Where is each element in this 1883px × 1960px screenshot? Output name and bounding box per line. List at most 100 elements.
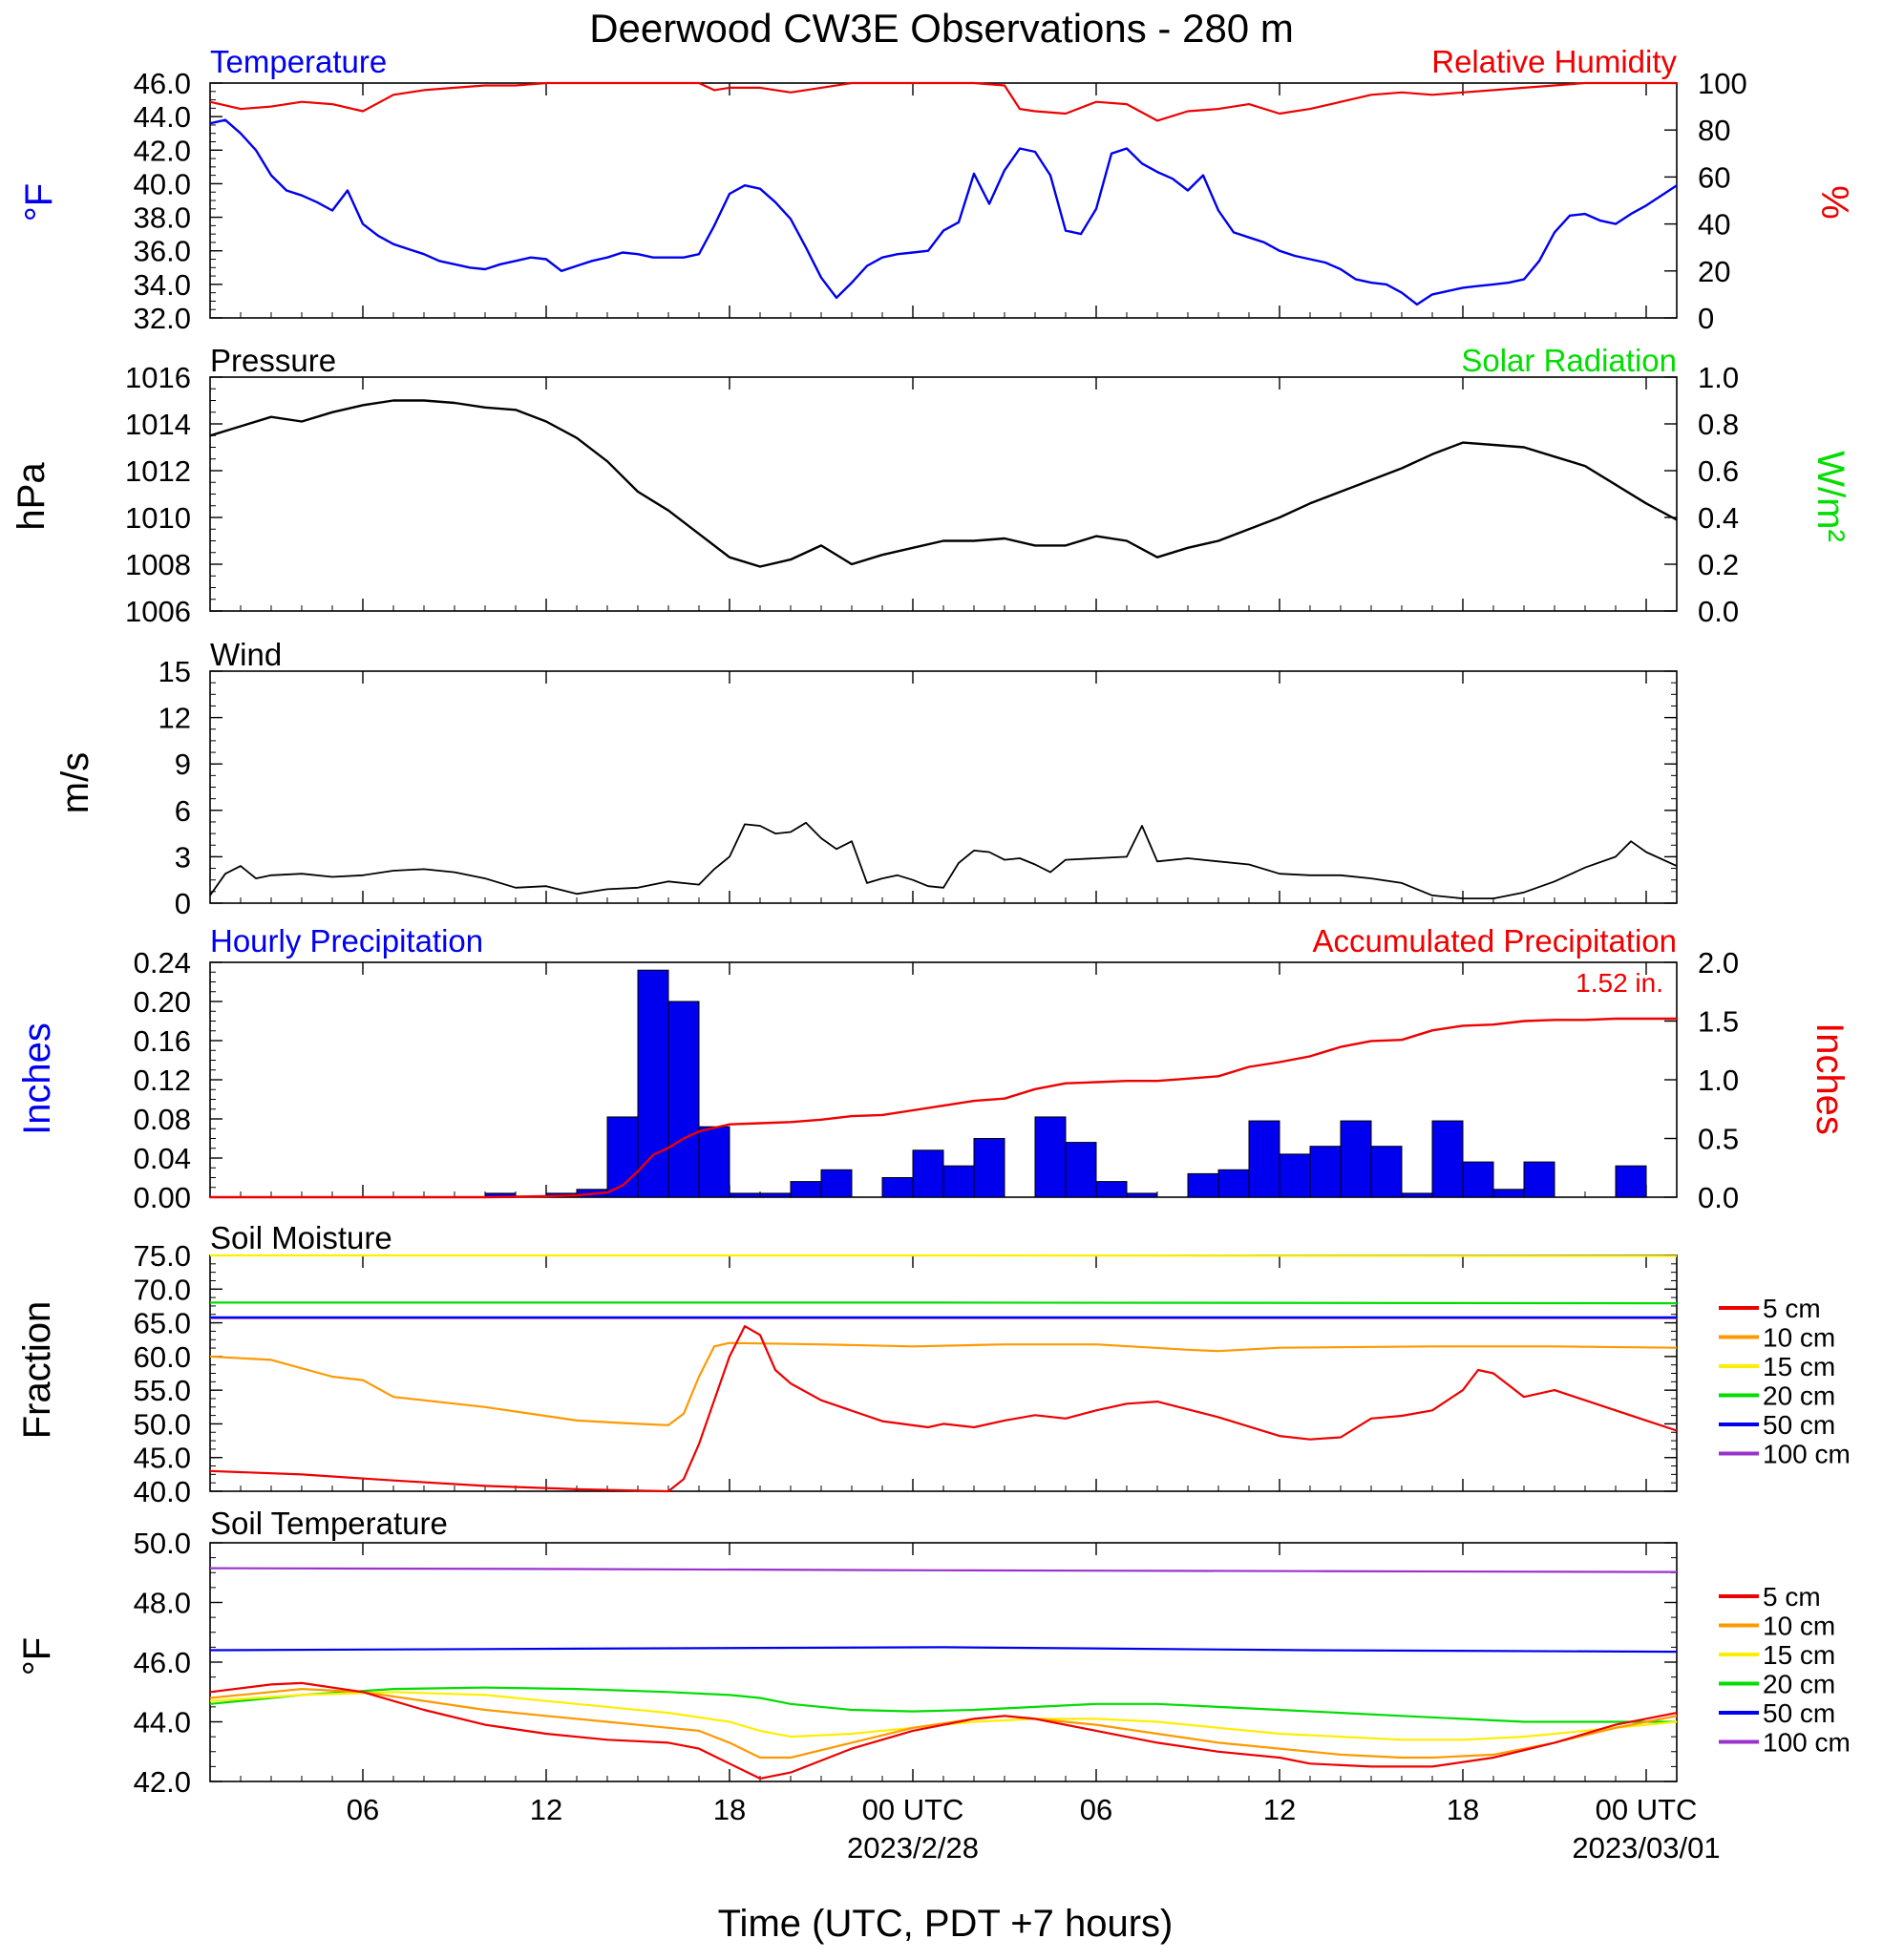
soil-temperature-legend-label: 10 cm bbox=[1763, 1612, 1835, 1641]
temperature-y-tick-label: 44.0 bbox=[134, 100, 191, 134]
x-tick-label: 18 bbox=[713, 1793, 746, 1826]
pressure-y-tick-label: 1012 bbox=[125, 454, 191, 488]
precip-series-accumulated-precipitation bbox=[210, 1017, 1677, 1199]
soil-temperature-legend-label: 100 cm bbox=[1763, 1728, 1851, 1758]
temperature-series-relative-humidity bbox=[209, 81, 1677, 122]
temperature-y-right-tick-label: 0 bbox=[1698, 302, 1714, 335]
precip-bar bbox=[667, 1001, 700, 1198]
precip-bar bbox=[1034, 1116, 1067, 1198]
hourly-precip-title: Hourly Precipitation bbox=[210, 923, 483, 959]
pressure-y-tick-label: 1016 bbox=[125, 361, 191, 394]
precip-bar bbox=[1187, 1172, 1219, 1198]
temperature-y-tick-label: 46.0 bbox=[134, 67, 191, 100]
temperature-y-right-tick-label: 60 bbox=[1698, 160, 1730, 194]
pressure-ylabel: hPa bbox=[11, 462, 53, 531]
precip-bar bbox=[973, 1138, 1005, 1198]
temperature-series-temperature bbox=[209, 118, 1678, 306]
precip-total-label: 1.52 in. bbox=[1576, 968, 1663, 998]
precip-bar bbox=[1615, 1165, 1647, 1198]
figure-title: Deerwood CW3E Observations - 280 m bbox=[589, 6, 1294, 51]
precip-y-right-tick-label: 2.0 bbox=[1698, 946, 1739, 980]
soil-moisture-legend-label: 10 cm bbox=[1763, 1323, 1835, 1353]
solar-ylabel: W/m² bbox=[1809, 451, 1851, 542]
soil-temperature-series-15-cm bbox=[209, 1691, 1678, 1741]
precip-y-tick-label: 0.24 bbox=[134, 946, 191, 980]
wind-y-tick-label: 15 bbox=[159, 655, 191, 688]
soil-moisture-legend-label: 50 cm bbox=[1763, 1410, 1835, 1440]
precip-bar bbox=[729, 1192, 761, 1198]
soil-moisture-legend-label: 15 cm bbox=[1763, 1352, 1835, 1381]
temperature-y-tick-label: 38.0 bbox=[134, 201, 191, 235]
precip-bar bbox=[912, 1149, 944, 1198]
soil-temperature-legend-label: 15 cm bbox=[1763, 1640, 1835, 1670]
wind-series-wind bbox=[209, 821, 1678, 899]
soil-moisture-series-15-cm bbox=[210, 1254, 1678, 1257]
pressure-y-tick-label: 1008 bbox=[125, 548, 191, 581]
precip-bar bbox=[1340, 1120, 1372, 1198]
soil-moisture-title: Soil Moisture bbox=[210, 1220, 392, 1255]
precip-bar bbox=[698, 1126, 730, 1198]
soil-moisture-legend-label: 100 cm bbox=[1763, 1440, 1851, 1469]
x-tick-label: 12 bbox=[530, 1793, 562, 1826]
soil_moisture-y-tick-label: 60.0 bbox=[134, 1340, 191, 1374]
precip-bar bbox=[881, 1177, 914, 1198]
precip-bar bbox=[1523, 1161, 1555, 1198]
soil_temp-y-tick-label: 42.0 bbox=[134, 1765, 191, 1799]
temperature-y-right-tick-label: 80 bbox=[1698, 114, 1730, 147]
pressure-y-right-tick-label: 0.6 bbox=[1698, 454, 1739, 488]
soil_temp-y-tick-label: 50.0 bbox=[134, 1527, 191, 1560]
x-axis-label: Time (UTC, PDT +7 hours) bbox=[718, 1903, 1174, 1945]
temperature-y-tick-label: 40.0 bbox=[134, 167, 191, 200]
precip-y-tick-label: 0.20 bbox=[134, 985, 191, 1019]
wind-y-tick-label: 9 bbox=[175, 748, 191, 781]
precip-bar bbox=[1095, 1181, 1128, 1198]
wind-ylabel: m/s bbox=[54, 752, 96, 813]
soil-moisture-legend-label: 20 cm bbox=[1763, 1381, 1835, 1411]
pressure-y-right-tick-label: 0.0 bbox=[1698, 595, 1739, 628]
pressure-y-right-tick-label: 0.4 bbox=[1698, 501, 1739, 535]
precip-y-tick-label: 0.04 bbox=[134, 1142, 191, 1175]
precip-bar bbox=[790, 1181, 822, 1198]
pressure-title: Pressure bbox=[210, 343, 336, 378]
soil_moisture-y-tick-label: 55.0 bbox=[134, 1374, 191, 1407]
precip-bar bbox=[820, 1169, 853, 1198]
temperature-y-tick-label: 32.0 bbox=[134, 302, 191, 335]
soil_moisture-y-tick-label: 40.0 bbox=[134, 1475, 191, 1508]
precip-y-right-tick-label: 1.0 bbox=[1698, 1064, 1739, 1097]
pressure-series-pressure bbox=[209, 399, 1678, 568]
precip-bar bbox=[1401, 1192, 1433, 1198]
soil_moisture-y-tick-label: 70.0 bbox=[134, 1273, 191, 1306]
wind-y-tick-label: 6 bbox=[175, 794, 191, 828]
x-tick-label: 12 bbox=[1263, 1793, 1296, 1826]
precip-y-tick-label: 0.00 bbox=[134, 1181, 191, 1214]
soil_moisture-y-tick-label: 65.0 bbox=[134, 1307, 191, 1340]
accum-precip-title: Accumulated Precipitation bbox=[1312, 923, 1677, 959]
precip-bar bbox=[759, 1192, 792, 1198]
humidity-title: Relative Humidity bbox=[1431, 44, 1677, 79]
soil-temperature-ylabel: °F bbox=[16, 1637, 58, 1675]
wind-y-tick-label: 0 bbox=[175, 887, 191, 920]
soil-moisture-series-10-cm bbox=[209, 1341, 1678, 1426]
x-tick-label: 06 bbox=[347, 1793, 379, 1826]
temperature-y-right-tick-label: 100 bbox=[1698, 67, 1747, 100]
precip-y-right-tick-label: 0.0 bbox=[1698, 1181, 1739, 1214]
pressure-y-tick-label: 1010 bbox=[125, 501, 191, 535]
soil_moisture-y-tick-label: 50.0 bbox=[134, 1407, 191, 1441]
wind-y-tick-label: 3 bbox=[175, 840, 191, 874]
precip-ylabel-left: Inches bbox=[16, 1022, 58, 1135]
soil-moisture-legend-label: 5 cm bbox=[1763, 1294, 1821, 1323]
pressure-y-right-tick-label: 1.0 bbox=[1698, 361, 1739, 394]
wind-y-tick-label: 12 bbox=[159, 702, 191, 735]
precip-bar bbox=[637, 969, 669, 1198]
soil-temperature-series-100-cm bbox=[209, 1567, 1678, 1573]
temperature-y-right-tick-label: 20 bbox=[1698, 255, 1730, 288]
x-tick-label: 06 bbox=[1080, 1793, 1112, 1826]
precip-bar bbox=[1248, 1120, 1280, 1198]
precip-bar bbox=[1065, 1142, 1097, 1198]
x-tick-label: 18 bbox=[1447, 1793, 1479, 1826]
soil_moisture-y-tick-label: 75.0 bbox=[134, 1239, 191, 1273]
precip-bar bbox=[1279, 1153, 1311, 1198]
precip-ylabel-right: Inches bbox=[1809, 1022, 1851, 1135]
temperature-y-tick-label: 36.0 bbox=[134, 235, 191, 268]
